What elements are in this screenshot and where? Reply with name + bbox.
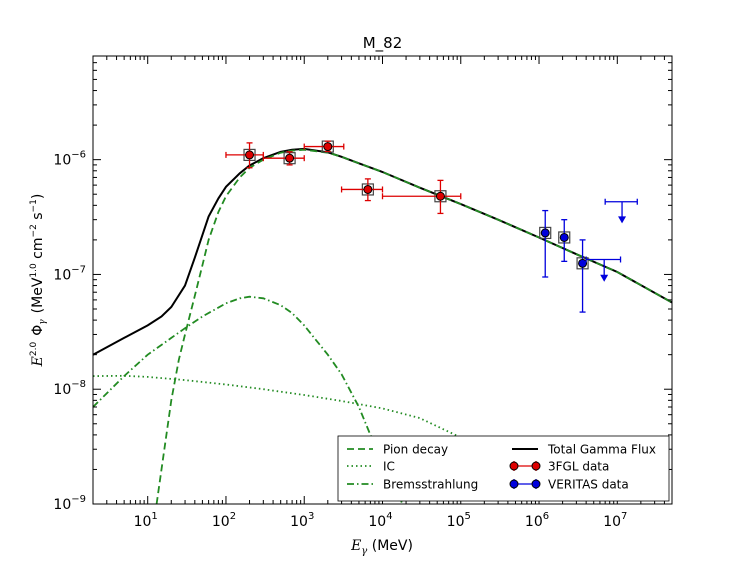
upper-limit-arrow	[600, 274, 609, 282]
y-tick-label: 10−6	[53, 150, 86, 169]
x-axis-unit: (MeV)	[367, 538, 413, 554]
series-line-bremsstrahlung	[93, 295, 404, 504]
y-axis-s: s	[30, 212, 46, 224]
axis-ticks: 101 102 103 104 105 106 107 10−9 10−8 10−7 10−6	[53, 55, 673, 530]
y-tick-label: 10−7	[53, 264, 86, 283]
legend-label-veritas-data: VERITAS data	[548, 478, 629, 492]
legend-marker-veritas-data	[531, 479, 541, 489]
y-axis-unit-open: (MeV	[30, 277, 46, 313]
chart-title: M_82	[363, 34, 403, 53]
y-axis-phi-sub: γ	[38, 319, 48, 325]
x-axis-symbol: E	[350, 538, 361, 554]
legend-marker-3fgl-data	[531, 461, 541, 471]
y-axis-label: E2.0 Φγ (MeV1.0 cm−2 s−1)	[29, 194, 48, 368]
3fgl-data-point	[363, 184, 373, 194]
legend-marker-3fgl-data	[509, 461, 519, 471]
x-tick-label: 107	[603, 511, 627, 530]
veritas-data-point	[578, 258, 588, 268]
y-axis-cm: cm	[30, 237, 46, 263]
y-axis-unit-exp1: 1.0	[29, 263, 39, 278]
3fgl-data-point	[285, 153, 295, 163]
y-axis-unit-exp2: −2	[29, 224, 39, 237]
x-tick-label: 103	[290, 511, 314, 530]
data-points	[225, 140, 638, 313]
legend-label-3fgl-data: 3FGL data	[548, 460, 609, 474]
x-tick-label: 104	[368, 511, 392, 530]
y-axis-exp: 2.0	[29, 341, 39, 356]
plot-area	[93, 147, 672, 504]
x-tick-label: 102	[212, 511, 236, 530]
legend-marker-veritas-data	[509, 479, 519, 489]
3fgl-data-point	[435, 191, 445, 201]
y-axis-unit-close: )	[30, 194, 46, 199]
series-line-ic	[93, 374, 499, 471]
series-line-total-gamma-flux	[93, 147, 672, 356]
y-tick-label: 10−9	[53, 494, 86, 513]
x-tick-label: 101	[134, 511, 158, 530]
y-axis-E: E	[30, 356, 46, 367]
x-tick-label: 106	[525, 511, 549, 530]
plot-frame	[92, 55, 673, 505]
upper-limit-arrow	[618, 216, 627, 224]
y-axis-phi: Φ	[30, 325, 46, 336]
legend-label-ic: IC	[383, 460, 395, 474]
y-tick-label: 10−8	[53, 379, 86, 398]
3fgl-data-point	[323, 142, 333, 152]
veritas-data-point	[540, 228, 550, 238]
x-tick-label: 105	[447, 511, 471, 530]
legend-box	[337, 435, 670, 502]
x-axis-subscript: γ	[361, 546, 367, 557]
legend-label-total-gamma-flux: Total Gamma Flux	[547, 443, 656, 457]
legend: Pion decay IC Bremsstrahlung Total Gamma Fl…	[337, 435, 670, 502]
legend-label-bremsstrahlung: Bremsstrahlung	[383, 478, 478, 492]
x-axis-label: Eγ (MeV)	[350, 538, 413, 557]
3fgl-data-point	[245, 150, 255, 160]
veritas-data-point	[559, 232, 569, 242]
legend-label-pion-decay: Pion decay	[383, 443, 448, 457]
series-line-pion-decay	[155, 148, 672, 504]
y-axis-unit-exp3: −1	[29, 199, 39, 212]
